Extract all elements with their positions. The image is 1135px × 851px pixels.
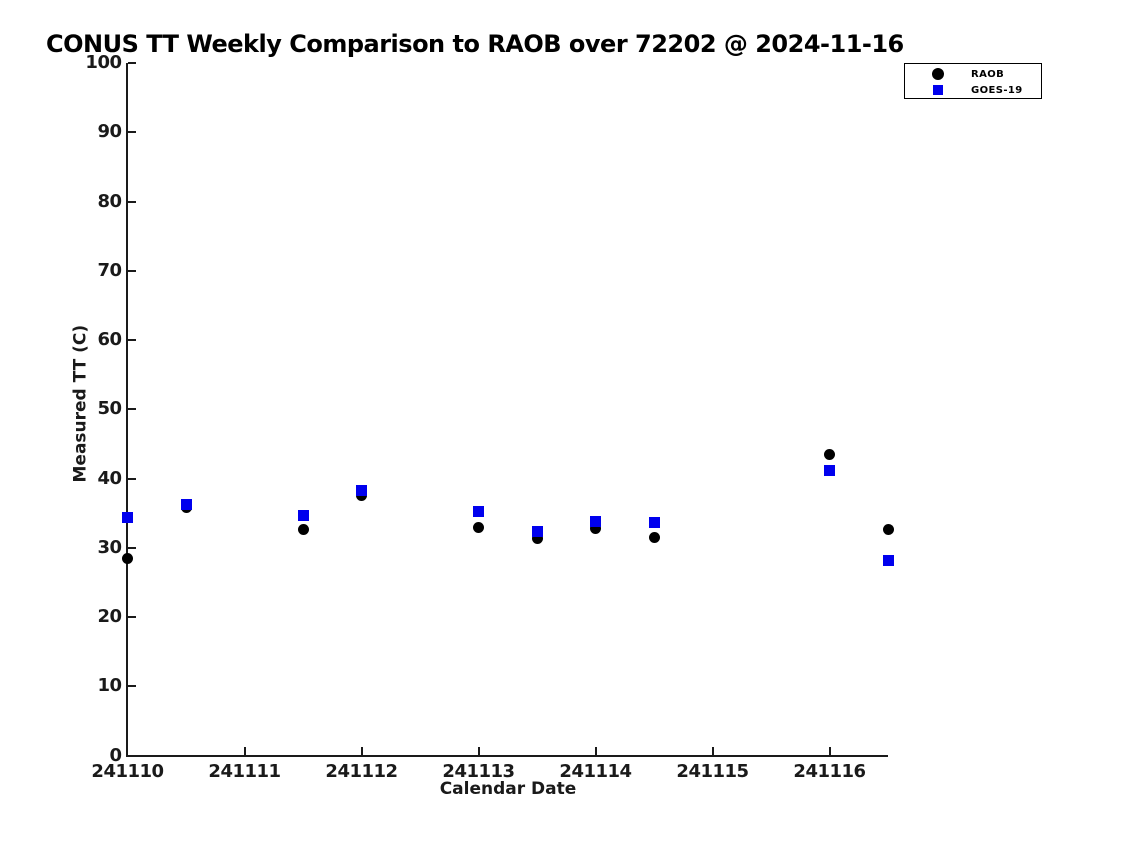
y-tick [127, 408, 136, 411]
y-tick [127, 685, 136, 688]
raob-point [297, 524, 309, 536]
goes19-square-icon [905, 85, 971, 95]
raob-point [824, 448, 835, 460]
raob-point [473, 522, 484, 534]
y-tick-label: 100 [85, 52, 122, 73]
x-tick-label: 241111 [208, 760, 281, 782]
x-tick [243, 746, 246, 755]
y-tick-label: 80 [97, 190, 122, 212]
raob-point [531, 533, 543, 545]
legend-label-raob: RAOB [971, 68, 1005, 80]
x-tick-label: 241110 [91, 760, 164, 782]
goes19-point [356, 484, 367, 496]
y-tick-label: 90 [97, 121, 122, 143]
goes19-point [648, 517, 660, 529]
legend: RAOB GOES-19 [904, 63, 1042, 99]
raob-point [882, 523, 894, 535]
x-tick-label: 241113 [442, 760, 515, 782]
y-tick-label: 60 [97, 329, 122, 350]
y-tick-label: 40 [97, 467, 122, 489]
y-tick-label: 0 [109, 744, 122, 766]
raob-point [590, 522, 601, 534]
y-tick-label: 50 [97, 398, 122, 420]
y-tick [127, 131, 136, 134]
x-tick-label: 241112 [325, 760, 398, 782]
x-tick [360, 746, 363, 755]
y-tick [127, 477, 136, 480]
goes19-point [531, 526, 543, 538]
x-tick-label: 241116 [793, 760, 866, 782]
x-axis-line [126, 754, 888, 757]
y-tick [127, 546, 136, 549]
goes19-point [297, 510, 309, 522]
raob-point [356, 490, 367, 502]
goes19-point [590, 515, 601, 527]
x-tick [711, 746, 714, 755]
y-tick [127, 200, 136, 203]
y-tick [127, 339, 136, 341]
chart-title: CONUS TT Weekly Comparison to RAOB over … [46, 30, 904, 58]
x-tick [594, 746, 597, 755]
y-tick [127, 754, 136, 757]
legend-item-raob: RAOB [905, 66, 1041, 82]
goes19-point [824, 464, 835, 476]
y-tick [127, 269, 136, 272]
x-axis-title: Calendar Date [439, 779, 577, 799]
x-tick [828, 746, 831, 755]
goes19-point [473, 505, 484, 517]
raob-point [122, 552, 133, 564]
y-tick-label: 10 [97, 675, 122, 697]
goes19-point [882, 555, 894, 567]
legend-label-goes19: GOES-19 [971, 84, 1023, 96]
legend-item-goes19: GOES-19 [905, 82, 1041, 98]
y-tick-label: 20 [97, 606, 122, 627]
x-tick-label: 241115 [676, 760, 749, 782]
y-tick [127, 616, 136, 618]
y-axis-line [126, 63, 128, 757]
y-tick-label: 30 [97, 536, 122, 558]
raob-circle-icon [905, 68, 971, 80]
y-tick [127, 62, 136, 64]
y-tick-label: 70 [97, 259, 122, 281]
goes19-point [180, 499, 192, 511]
x-tick [477, 746, 480, 755]
raob-point [648, 531, 660, 543]
goes19-point [122, 512, 133, 524]
x-tick-label: 241114 [559, 760, 632, 782]
